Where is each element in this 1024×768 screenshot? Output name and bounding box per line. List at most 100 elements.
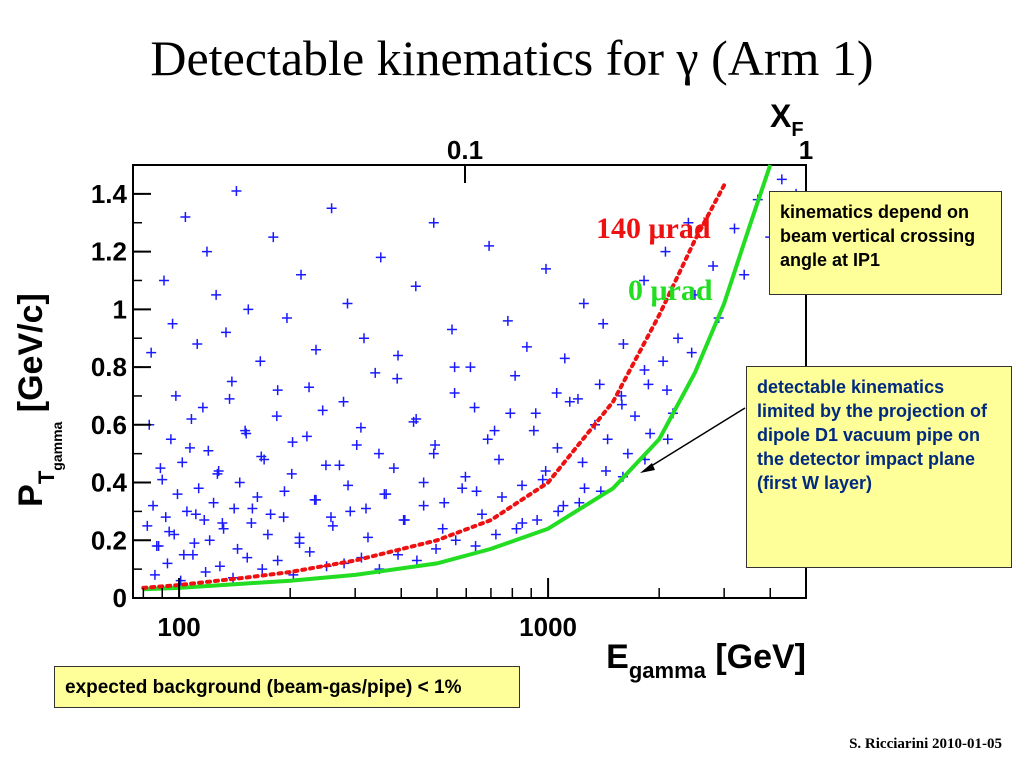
scatter-point: [449, 388, 460, 399]
scatter-point: [151, 541, 162, 552]
scatter-point: [246, 517, 257, 528]
scatter-point: [490, 529, 501, 540]
scatter-point: [167, 318, 178, 329]
scatter-point: [660, 246, 671, 257]
scatter-point: [311, 494, 322, 505]
scatter-point: [482, 434, 493, 445]
scatter-point: [465, 362, 476, 373]
scatter-point: [279, 486, 290, 497]
scatter-point: [255, 356, 266, 367]
scatter-point: [243, 304, 254, 315]
scatter-point: [170, 390, 181, 401]
scatter-point: [450, 535, 461, 546]
scatter-point: [540, 263, 551, 274]
scatter-point: [327, 520, 338, 531]
scatter-point: [579, 483, 590, 494]
scatter-point: [470, 541, 481, 552]
scatter-point: [162, 558, 173, 569]
scatter-point: [177, 457, 188, 468]
scatter-point: [430, 440, 441, 451]
scatter-point: [505, 408, 516, 419]
scatter-point: [645, 428, 656, 439]
scatter-point: [375, 252, 386, 263]
y-axis-title: PTgamma [GeV/c]: [12, 293, 65, 507]
scatter-point: [399, 515, 410, 526]
scatter-point: [622, 448, 633, 459]
top-tick-label: 0.1: [447, 135, 483, 165]
scatter-point: [271, 411, 282, 422]
scatter-point: [157, 474, 168, 485]
scatter-point: [358, 333, 369, 344]
x-tick-label: 100: [157, 612, 200, 642]
scatter-point: [214, 561, 225, 572]
curve-label-0urad: 0 μrad: [628, 274, 713, 307]
scatter-point: [256, 451, 267, 462]
scatter-point: [553, 506, 564, 517]
scatter-point: [661, 385, 672, 396]
x-axis-title: Egamma [GeV]: [606, 638, 806, 683]
scatter-point: [511, 523, 522, 534]
scatter-point: [199, 515, 210, 526]
scatter-point: [602, 434, 613, 445]
scatter-point: [572, 393, 583, 404]
scatter-point: [528, 425, 539, 436]
scatter-point: [304, 546, 315, 557]
scatter-point: [281, 312, 292, 323]
scatter-point: [201, 246, 212, 257]
top-axis-title: XF: [770, 98, 804, 141]
scatter-point: [776, 174, 787, 185]
scatter-point: [160, 512, 171, 523]
scatter-point: [428, 217, 439, 228]
scatter-point: [304, 382, 315, 393]
scatter-point: [148, 500, 159, 511]
scatter-point: [351, 440, 362, 451]
scatter-point: [551, 388, 562, 399]
scatter-point: [155, 463, 166, 474]
scatter-point: [521, 341, 532, 352]
scatter-point: [287, 437, 298, 448]
scatter-point: [686, 347, 697, 358]
scatter-points: [142, 174, 802, 586]
scatter-point: [149, 569, 160, 580]
scatter-point: [381, 489, 392, 500]
acceptance-curves: [141, 164, 773, 592]
scatter-point: [598, 318, 609, 329]
note-background: expected background (beam-gas/pipe) < 1%: [54, 666, 520, 708]
scatter-point: [231, 185, 242, 196]
scatter-point: [262, 529, 273, 540]
scatter-point: [729, 223, 740, 234]
scatter-point: [221, 327, 232, 338]
scatter-point: [164, 526, 175, 537]
scatter-point: [257, 564, 268, 575]
scatter-point: [178, 549, 189, 560]
y-tick-label: 1.2: [91, 237, 127, 267]
scatter-point: [217, 517, 228, 528]
x-tick-label: 1000: [519, 612, 577, 642]
scatter-point: [643, 379, 654, 390]
y-tick-label: 0: [113, 583, 127, 613]
scatter-point: [345, 506, 356, 517]
scatter-point: [639, 275, 650, 286]
y-tick-label: 0.8: [91, 352, 127, 382]
scatter-point: [226, 376, 237, 387]
scatter-point: [169, 529, 180, 540]
scatter-point: [334, 460, 345, 471]
scatter-point: [200, 567, 211, 578]
scatter-point: [234, 477, 245, 488]
scatter-point: [446, 324, 457, 335]
scatter-point: [559, 353, 570, 364]
scatter-point: [211, 289, 222, 300]
scatter-point: [241, 428, 252, 439]
scatter-point: [272, 385, 283, 396]
scatter-point: [517, 480, 528, 491]
scatter-point: [218, 523, 229, 534]
scatter-point: [165, 434, 176, 445]
scatter-point: [232, 543, 243, 554]
scatter-point: [224, 393, 235, 404]
scatter-point: [212, 468, 223, 479]
scatter-point: [558, 500, 569, 511]
curve-140urad: [141, 183, 727, 590]
scatter-point: [193, 483, 204, 494]
scatter-point: [673, 333, 684, 344]
scatter-point: [158, 275, 169, 286]
